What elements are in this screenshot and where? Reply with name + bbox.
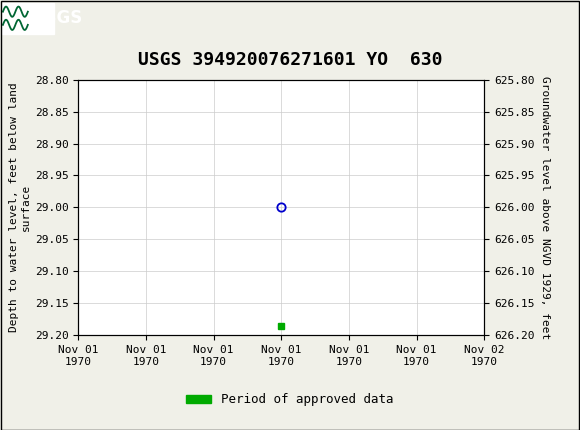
Y-axis label: Depth to water level, feet below land
surface: Depth to water level, feet below land su… — [9, 83, 31, 332]
Legend: Period of approved data: Period of approved data — [181, 388, 399, 412]
Y-axis label: Groundwater level above NGVD 1929, feet: Groundwater level above NGVD 1929, feet — [540, 76, 550, 339]
Text: USGS: USGS — [32, 9, 83, 27]
Text: USGS 394920076271601 YO  630: USGS 394920076271601 YO 630 — [138, 51, 442, 69]
Bar — [2, 3, 54, 34]
